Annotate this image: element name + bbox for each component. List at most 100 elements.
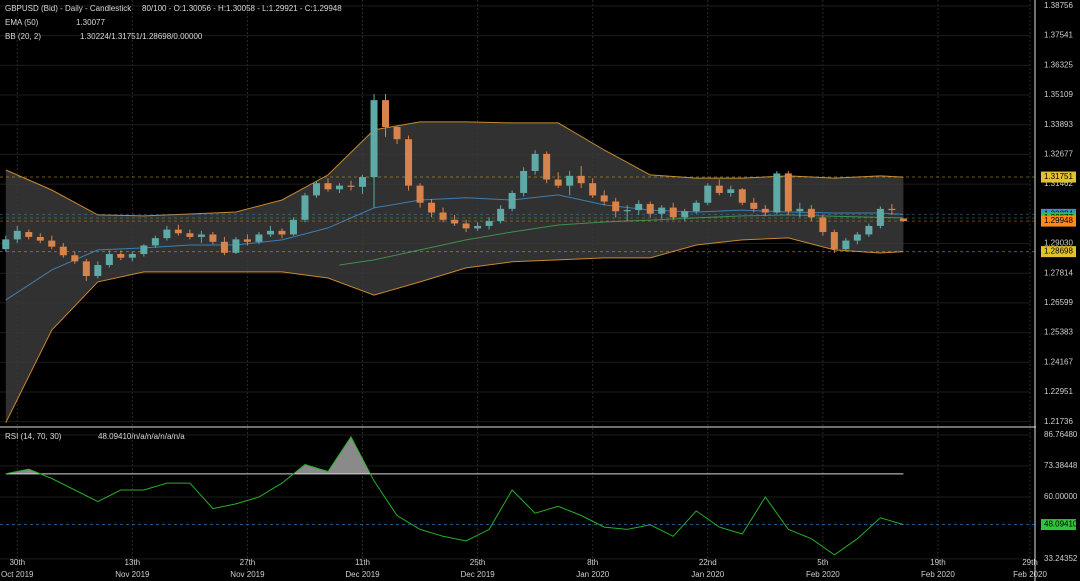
y-tick-label: 86.76480 [1044, 430, 1078, 439]
candle-body [335, 185, 343, 190]
price-marker-label: 1.28698 [1044, 247, 1073, 256]
candle-body [853, 234, 861, 241]
candle-body [681, 211, 689, 218]
x-tick-label: 19th [930, 558, 946, 567]
candle-body [796, 208, 804, 212]
candle-body [497, 208, 505, 222]
candle-body [105, 254, 113, 266]
candle-body [612, 201, 620, 212]
y-tick-label: 1.31462 [1044, 179, 1073, 188]
y-tick-label: 33.24352 [1044, 554, 1078, 563]
background-layer [0, 0, 1036, 581]
y-tick-label: 1.37541 [1044, 31, 1073, 40]
x-tick-label: Dec 2019 [345, 570, 380, 579]
candle-body [623, 210, 631, 212]
candle-body [738, 189, 746, 203]
ema-line [339, 214, 904, 266]
candle-body [255, 234, 263, 242]
price-marker: 1.31751 [1041, 171, 1076, 183]
price-marker-box [1041, 171, 1076, 183]
y-tick-label: 1.36325 [1044, 60, 1073, 69]
candle-body [36, 236, 44, 241]
candle-body [266, 230, 274, 235]
x-tick-label: 22nd [699, 558, 717, 567]
candle-body [520, 170, 528, 193]
price-marker-box [1041, 246, 1076, 258]
candle-body [347, 185, 355, 187]
candle-body [485, 221, 493, 226]
x-tick-label: 8th [587, 558, 598, 567]
candle-body [750, 202, 758, 209]
rsi-label: RSI (14, 70, 30) [5, 432, 62, 441]
y-tick-label: 1.38756 [1044, 1, 1073, 10]
bollinger-fill [5, 121, 904, 423]
candle-body [393, 127, 401, 140]
x-tick-label: Feb 2020 [921, 570, 955, 579]
candle-body [128, 254, 136, 258]
x-tick-label: Feb 2020 [806, 570, 840, 579]
x-tick-label: 13th [125, 558, 141, 567]
y-tick-label: 1.33893 [1044, 120, 1073, 129]
x-tick-label: Jan 2020 [576, 570, 609, 579]
candle-body [324, 183, 332, 190]
candle-body [163, 229, 171, 239]
candle-body [554, 179, 562, 186]
y-tick-label: 1.27814 [1044, 268, 1073, 277]
candle-body [209, 234, 217, 242]
price-marker: 1.29948 [1041, 215, 1076, 227]
candle-body [462, 223, 470, 229]
x-tick-label: 11th [355, 558, 370, 567]
candle-body [59, 246, 67, 256]
ohlc-header: 80/100 - O:1.30056 - H:1.30058 - L:1.299… [142, 4, 342, 13]
y-tick-label: 1.22951 [1044, 387, 1073, 396]
candle-body [577, 175, 585, 184]
rsi-overbought-fill [5, 436, 371, 474]
candle-body [25, 232, 33, 237]
candle-body [94, 265, 102, 277]
candle-body [692, 202, 700, 212]
candle-body [278, 230, 286, 235]
x-tick-label: 27th [240, 558, 256, 567]
price-marker-label: 1.29948 [1044, 216, 1073, 225]
y-tick-label: 1.24167 [1044, 357, 1073, 366]
candle-body [807, 208, 815, 218]
candle-body [819, 217, 827, 233]
candle-body [566, 175, 574, 186]
candle-body [646, 203, 654, 214]
price-marker-label: 48.09410 [1044, 520, 1078, 529]
candle-body [151, 238, 159, 246]
candle-body [715, 185, 723, 193]
y-tick-label: 1.35109 [1044, 90, 1073, 99]
candle-body [658, 207, 666, 214]
x-tick-label: Dec 2019 [460, 570, 495, 579]
candle-body [359, 177, 367, 187]
bb-value: 1.30224/1.31751/1.28698/0.00000 [80, 32, 203, 41]
candle-body [71, 255, 79, 262]
candle-body [2, 239, 10, 250]
x-tick-label: Feb 2020 [1013, 570, 1047, 579]
candle-body [899, 218, 907, 222]
bollinger-middle [5, 194, 904, 301]
candle-body [784, 173, 792, 212]
ema-value: 1.30077 [76, 18, 105, 27]
candle-body [439, 212, 447, 220]
bollinger-lower [5, 237, 904, 423]
candle-body [773, 173, 781, 213]
candle-body [232, 239, 240, 253]
candle-body [761, 208, 769, 213]
candle-body [13, 230, 21, 240]
y-tick-label: 1.29030 [1044, 239, 1073, 248]
price-marker: 1.28698 [1041, 246, 1076, 258]
candle-body [635, 203, 643, 211]
candle-body [243, 239, 251, 242]
chart-title: GBPUSD (Bid) - Daily - Candlestick [5, 4, 132, 13]
candle-body [186, 233, 194, 237]
candle-body [474, 225, 482, 229]
price-marker-box [1041, 215, 1076, 227]
candle-body [140, 245, 148, 255]
candle-body [82, 261, 90, 277]
x-tick-label: 30th [9, 558, 25, 567]
candle-body [117, 254, 125, 258]
candle-body [405, 139, 413, 186]
